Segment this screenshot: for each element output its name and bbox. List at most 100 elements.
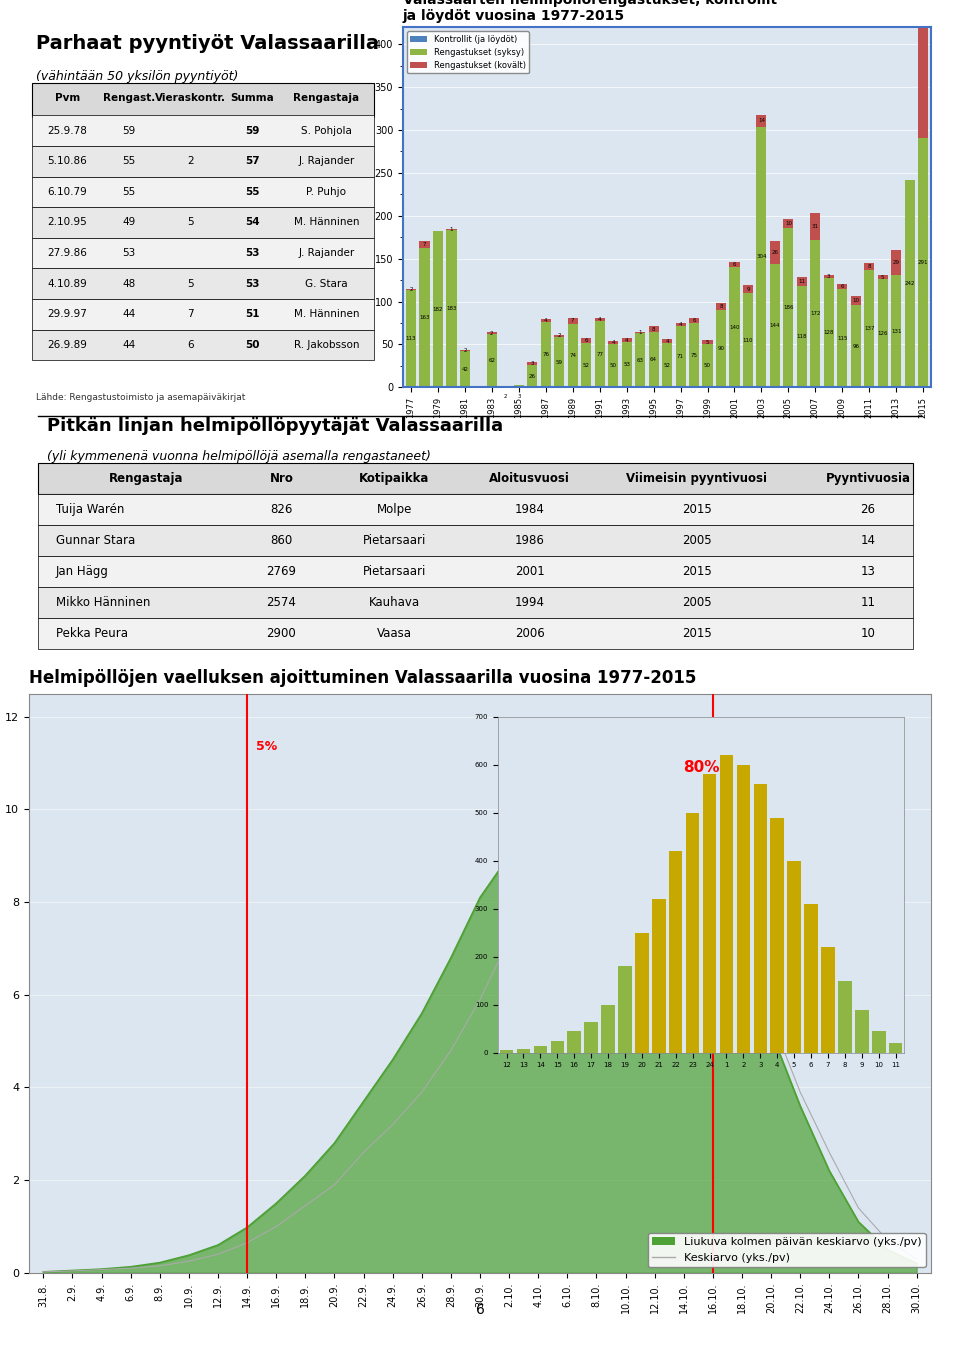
Text: 29: 29 [893, 261, 900, 265]
Text: 4: 4 [544, 319, 547, 323]
Bar [540, 319, 551, 323]
Bar [581, 338, 591, 343]
Bar [662, 339, 672, 343]
Text: 14: 14 [757, 117, 765, 123]
FancyBboxPatch shape [37, 556, 913, 587]
Text: 7: 7 [571, 319, 574, 324]
Text: 27.9.86: 27.9.86 [48, 248, 87, 258]
Text: 59: 59 [123, 126, 135, 135]
Bar [446, 231, 457, 387]
Text: 90: 90 [717, 346, 725, 351]
Bar [918, 0, 928, 138]
Text: 74: 74 [569, 354, 576, 358]
Text: 10: 10 [852, 298, 859, 304]
Text: 49: 49 [123, 217, 135, 228]
FancyBboxPatch shape [37, 463, 913, 494]
Text: 8: 8 [652, 327, 656, 332]
Bar [567, 317, 578, 324]
Text: 2: 2 [491, 331, 493, 336]
Bar [770, 263, 780, 387]
Text: 26.9.89: 26.9.89 [48, 340, 87, 350]
Text: 13: 13 [860, 564, 876, 578]
Text: 11: 11 [860, 595, 876, 609]
Text: 2015: 2015 [682, 626, 711, 640]
Text: Parhaat pyyntiyöt Valassaarilla: Parhaat pyyntiyöt Valassaarilla [36, 34, 379, 53]
Bar [540, 323, 551, 387]
Text: Helmipöllöjen vaelluksen ajoittuminen Valassaarilla vuosina 1977-2015: Helmipöllöjen vaelluksen ajoittuminen Va… [29, 668, 696, 687]
Bar [904, 180, 915, 387]
Text: J. Rajander: J. Rajander [299, 248, 354, 258]
Bar [460, 351, 470, 387]
Text: Valassaarten helmipöllörengastukset, kontrollit
ja löydöt vuosina 1977-2015: Valassaarten helmipöllörengastukset, kon… [403, 0, 777, 23]
Text: 76: 76 [542, 352, 549, 358]
Text: 128: 128 [824, 329, 834, 335]
Bar [824, 275, 834, 278]
Bar [743, 293, 753, 387]
Bar [500, 386, 511, 387]
Bar [730, 262, 739, 267]
Text: 2005: 2005 [682, 595, 711, 609]
Text: Vaasa: Vaasa [376, 626, 412, 640]
Text: M. Hänninen: M. Hänninen [294, 309, 359, 320]
Text: 6: 6 [475, 1303, 485, 1318]
Bar [649, 325, 659, 332]
Text: 52: 52 [663, 363, 671, 367]
Text: 62: 62 [489, 358, 495, 363]
Text: 42: 42 [462, 367, 468, 371]
Text: 31: 31 [812, 224, 819, 230]
Bar [622, 339, 632, 342]
Text: 4: 4 [625, 338, 629, 343]
FancyBboxPatch shape [33, 300, 373, 329]
Text: Pekka Peura: Pekka Peura [56, 626, 128, 640]
Text: 5: 5 [187, 278, 194, 289]
Text: 6.10.79: 6.10.79 [48, 186, 87, 197]
Bar [636, 333, 645, 387]
FancyBboxPatch shape [37, 494, 913, 525]
Text: 25.9.78: 25.9.78 [48, 126, 87, 135]
Text: 826: 826 [271, 504, 293, 516]
Bar [891, 250, 901, 275]
Text: 113: 113 [406, 336, 417, 342]
Text: 52: 52 [583, 363, 589, 367]
Text: 5: 5 [706, 340, 709, 344]
Text: 63: 63 [636, 358, 643, 363]
Text: 7: 7 [422, 242, 426, 247]
Text: Summa: Summa [230, 93, 275, 103]
Text: 1: 1 [638, 331, 642, 335]
Text: 6: 6 [585, 338, 588, 343]
Text: 71: 71 [677, 355, 684, 359]
FancyBboxPatch shape [33, 238, 373, 269]
Text: 75: 75 [690, 352, 698, 358]
Text: 115: 115 [837, 336, 848, 340]
Text: 1984: 1984 [515, 504, 544, 516]
Text: 182: 182 [433, 306, 444, 312]
Text: 2015: 2015 [682, 504, 711, 516]
Text: 14: 14 [860, 535, 876, 547]
Text: 50: 50 [704, 363, 711, 369]
Text: 2: 2 [187, 157, 194, 166]
Text: 51: 51 [245, 309, 259, 320]
Bar [918, 138, 928, 387]
Text: 8: 8 [719, 304, 723, 309]
Text: 3: 3 [531, 362, 534, 366]
Text: 4: 4 [612, 340, 615, 346]
Text: 2: 2 [464, 348, 467, 352]
Text: 55: 55 [123, 157, 135, 166]
Text: 2900: 2900 [267, 626, 297, 640]
Text: 4.10.89: 4.10.89 [48, 278, 87, 289]
Text: 2: 2 [558, 333, 561, 339]
Text: 44: 44 [123, 309, 135, 320]
Text: 10: 10 [785, 221, 792, 225]
Text: 4: 4 [598, 317, 602, 323]
Text: 59: 59 [556, 359, 563, 364]
Bar [716, 310, 726, 387]
FancyBboxPatch shape [37, 618, 913, 648]
Text: P. Puhjo: P. Puhjo [306, 186, 347, 197]
Text: 6: 6 [187, 340, 194, 350]
Bar [567, 324, 578, 387]
FancyBboxPatch shape [33, 82, 373, 117]
Bar [703, 340, 712, 344]
Bar [864, 270, 875, 387]
Text: 118: 118 [797, 335, 807, 339]
Text: Jan Hägg: Jan Hägg [56, 564, 108, 578]
